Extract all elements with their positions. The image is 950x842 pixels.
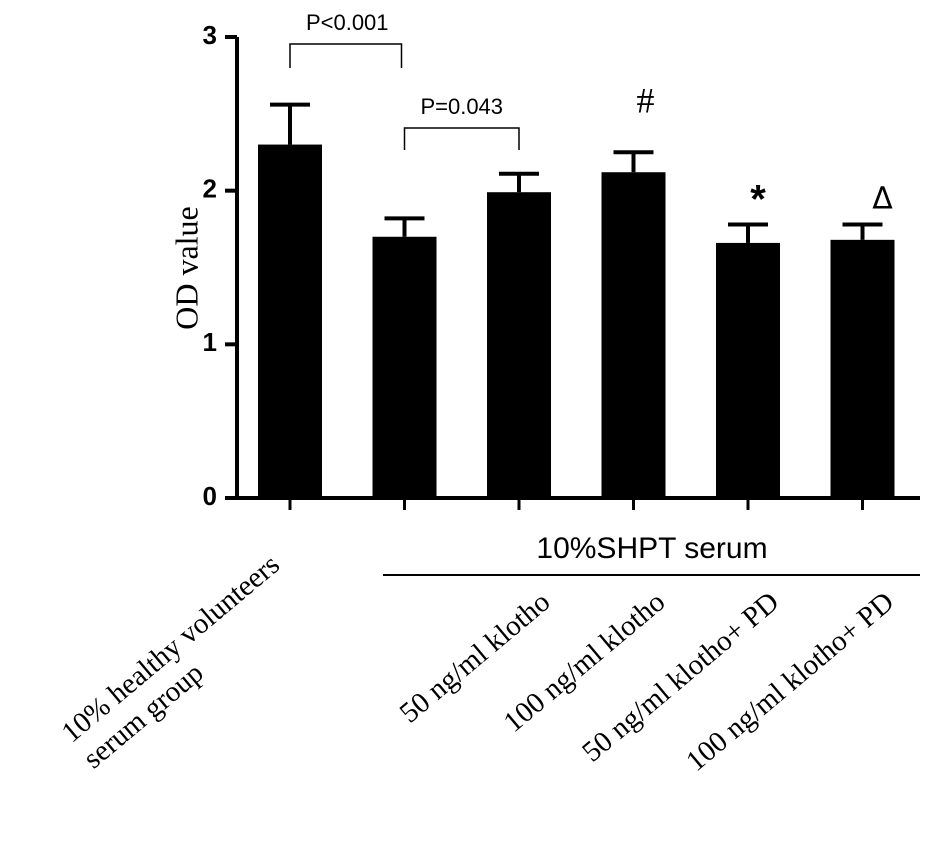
annotation: P=0.043 (420, 94, 503, 119)
bar (258, 144, 322, 499)
annotation: # (637, 80, 655, 120)
y-tick-label: 2 (203, 174, 217, 204)
y-tick-label: 0 (203, 481, 217, 511)
y-axis-label: OD value (168, 206, 204, 330)
bar (487, 192, 551, 498)
significance-bracket (289, 43, 403, 68)
significance-bracket (403, 127, 520, 150)
bar (716, 242, 780, 498)
bar (601, 172, 666, 498)
y-tick-label: 3 (203, 20, 217, 50)
bar (372, 236, 437, 498)
y-tick-label: 1 (203, 327, 217, 357)
annotation: * (750, 178, 766, 222)
bar (830, 239, 895, 498)
annotation: P<0.001 (306, 10, 389, 35)
group-label: 10%SHPT serum (536, 532, 767, 565)
annotation: Δ (872, 182, 893, 217)
